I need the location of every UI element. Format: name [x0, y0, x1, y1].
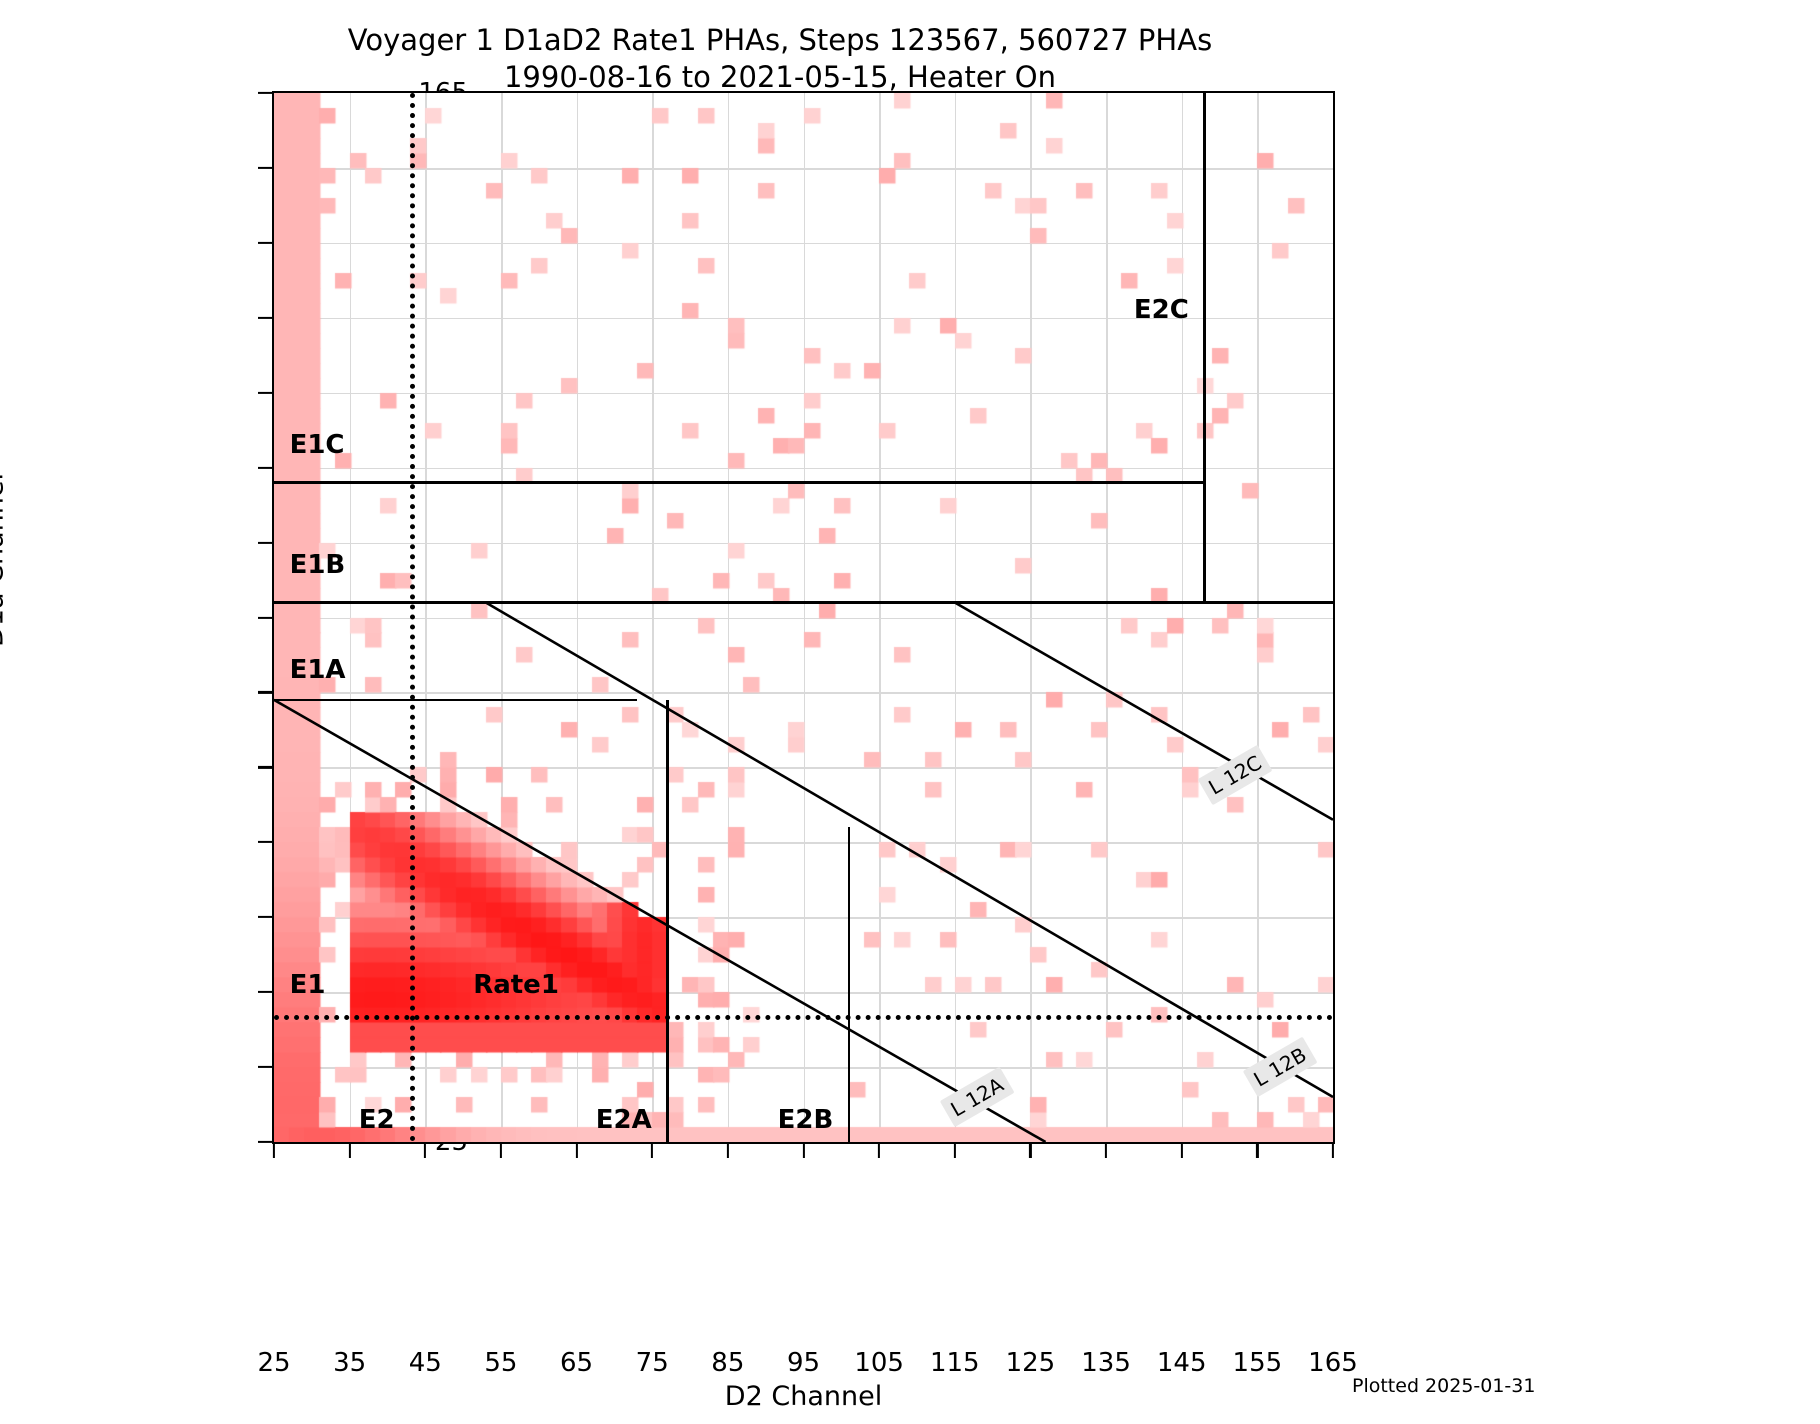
- plot-date-footer: Plotted 2025-01-31: [1352, 1375, 1536, 1397]
- x-tick-mark: [1029, 1144, 1032, 1158]
- boundary-line-e2c: [1203, 93, 1206, 603]
- region-label-e2: E2: [358, 1104, 395, 1135]
- x-tick-mark: [1180, 1144, 1183, 1158]
- x-tick-mark: [1256, 1144, 1259, 1158]
- x-tick-label: 105: [854, 1348, 904, 1378]
- y-tick-mark: [258, 691, 272, 694]
- boundary-line-e2-dotted: [410, 93, 416, 1142]
- x-tick-label: 135: [1081, 1348, 1131, 1378]
- y-tick-mark: [258, 916, 272, 919]
- region-label-e1: E1: [289, 969, 326, 1000]
- y-axis-label: D1a Channel: [0, 473, 10, 647]
- y-tick-mark: [258, 466, 272, 469]
- x-tick-mark: [802, 1144, 805, 1158]
- region-label-e2c: E2C: [1133, 295, 1189, 326]
- x-tick-label: 25: [257, 1348, 291, 1378]
- x-tick-mark: [424, 1144, 427, 1158]
- y-tick-mark: [258, 166, 272, 170]
- x-tick-label: 65: [560, 1348, 594, 1378]
- x-tick-mark: [953, 1144, 956, 1158]
- x-tick-mark: [575, 1144, 578, 1158]
- boundary-line-e2b: [847, 827, 851, 1142]
- x-tick-label: 55: [484, 1348, 518, 1378]
- y-tick-mark: [258, 766, 272, 769]
- plot-inner: E1C E1B E1A E1 E2 E2A E2B E2C Rate1 L 12A L 12B L 1…: [274, 93, 1333, 1142]
- x-tick-label: 155: [1232, 1348, 1283, 1378]
- y-tick-mark: [258, 841, 272, 844]
- region-label-e1b: E1B: [289, 550, 346, 581]
- x-tick-label: 145: [1156, 1348, 1207, 1378]
- x-tick-mark: [272, 1144, 276, 1158]
- region-label-rate1: Rate1: [473, 969, 559, 1000]
- y-tick-mark: [258, 1065, 272, 1069]
- x-tick-label: 125: [1005, 1348, 1056, 1378]
- density-heatmap: [274, 93, 1333, 1142]
- region-label-e2b: E2B: [777, 1104, 834, 1135]
- y-tick-mark: [258, 541, 272, 544]
- region-label-e1a: E1A: [289, 654, 346, 685]
- x-tick-mark: [1104, 1144, 1108, 1158]
- boundary-line-e1c: [274, 481, 1205, 484]
- x-tick-mark: [878, 1144, 881, 1158]
- diagonal-l12a: [274, 698, 1047, 1142]
- region-label-e2a: E2A: [595, 1104, 652, 1135]
- x-tick-mark: [348, 1144, 351, 1158]
- y-tick-mark: [258, 391, 272, 394]
- boundary-line-e1a: [274, 698, 638, 702]
- x-tick-label: 35: [333, 1348, 367, 1378]
- x-axis-label: D2 Channel: [724, 1381, 883, 1412]
- y-tick-mark: [258, 1140, 272, 1144]
- y-tick-mark: [258, 316, 272, 319]
- x-tick-label: 95: [786, 1348, 821, 1378]
- x-tick-mark: [651, 1144, 654, 1158]
- x-tick-label: 75: [635, 1348, 669, 1378]
- boundary-line-e2a: [666, 699, 669, 1142]
- x-tick-label: 85: [711, 1348, 745, 1378]
- boundary-line-e1b: [274, 601, 1333, 604]
- x-tick-label: 165: [1308, 1348, 1358, 1378]
- diagonal-l12c: [954, 601, 1333, 821]
- plot-area: E1C E1B E1A E1 E2 E2A E2B E2C Rate1 L 12A L 12B L 1…: [272, 91, 1335, 1144]
- y-tick-mark: [258, 241, 272, 244]
- chart-title: Voyager 1 D1aD2 Rate1 PHAs, Steps 123567…: [347, 23, 1213, 95]
- x-tick-mark: [1331, 1144, 1335, 1158]
- diagonal-l12b: [485, 601, 1333, 1099]
- y-tick-mark: [258, 616, 272, 619]
- x-tick-mark: [499, 1144, 503, 1158]
- y-tick-mark: [258, 91, 272, 95]
- boundary-line-e1-dotted: [274, 1014, 1333, 1020]
- x-tick-mark: [726, 1144, 729, 1158]
- x-tick-label: 45: [408, 1348, 442, 1378]
- y-tick-mark: [258, 991, 272, 994]
- region-label-e1c: E1C: [289, 430, 345, 461]
- x-tick-label: 115: [929, 1348, 980, 1378]
- diagonal-lines-svg: [274, 601, 1333, 1142]
